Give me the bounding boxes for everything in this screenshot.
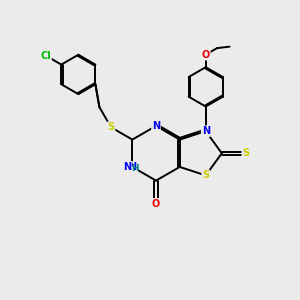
Text: S: S [107,122,115,132]
Text: N: N [128,162,136,172]
Text: N: N [202,126,210,136]
Text: S: S [202,170,209,180]
Text: N: N [123,162,131,172]
Text: O: O [202,50,210,60]
Text: Cl: Cl [40,51,51,62]
Text: H: H [131,164,139,173]
Text: O: O [152,199,160,209]
Text: N: N [152,121,160,131]
Text: S: S [242,148,249,158]
